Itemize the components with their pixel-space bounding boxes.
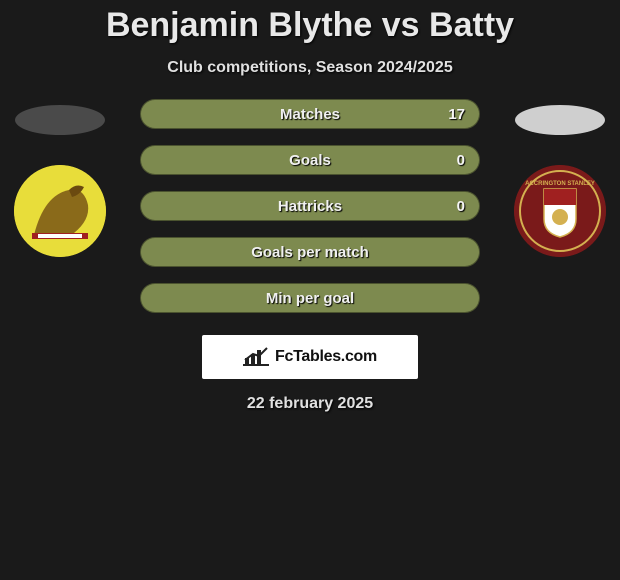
brand-box[interactable]: FcTables.com [202, 335, 418, 379]
stat-row-hattricks: Hattricks 0 [140, 191, 480, 221]
stat-row-matches: Matches 17 [140, 99, 480, 129]
comparison-panel: ACCRINGTON STANLEY Matches 17 Goals 0 Ha… [0, 99, 620, 413]
player-right-column: ACCRINGTON STANLEY [500, 99, 620, 257]
stat-rows: Matches 17 Goals 0 Hattricks 0 Goals per… [140, 99, 480, 313]
player-left-column [0, 99, 120, 257]
page-title: Benjamin Blythe vs Batty [0, 0, 620, 45]
stat-row-goals-per-match: Goals per match [140, 237, 480, 267]
accrington-crest-icon: ACCRINGTON STANLEY [514, 165, 606, 257]
stat-value: 0 [457, 152, 465, 169]
player-left-silhouette [15, 105, 105, 135]
stat-label: Min per goal [266, 290, 354, 307]
stat-value: 0 [457, 198, 465, 215]
stat-label: Matches [280, 106, 340, 123]
club-crest-right: ACCRINGTON STANLEY [514, 165, 606, 257]
brand-text: FcTables.com [275, 348, 377, 366]
stat-label: Hattricks [278, 198, 342, 215]
svg-text:ACCRINGTON STANLEY: ACCRINGTON STANLEY [525, 181, 595, 187]
stat-value: 17 [448, 106, 465, 123]
stat-row-min-per-goal: Min per goal [140, 283, 480, 313]
player-right-silhouette [515, 105, 605, 135]
subtitle: Club competitions, Season 2024/2025 [0, 59, 620, 77]
doncaster-crest-icon [14, 165, 106, 257]
stat-row-goals: Goals 0 [140, 145, 480, 175]
stat-label: Goals [289, 152, 331, 169]
chart-icon [243, 346, 269, 368]
club-crest-left [14, 165, 106, 257]
footer-date: 22 february 2025 [0, 395, 620, 413]
stat-label: Goals per match [251, 244, 369, 261]
